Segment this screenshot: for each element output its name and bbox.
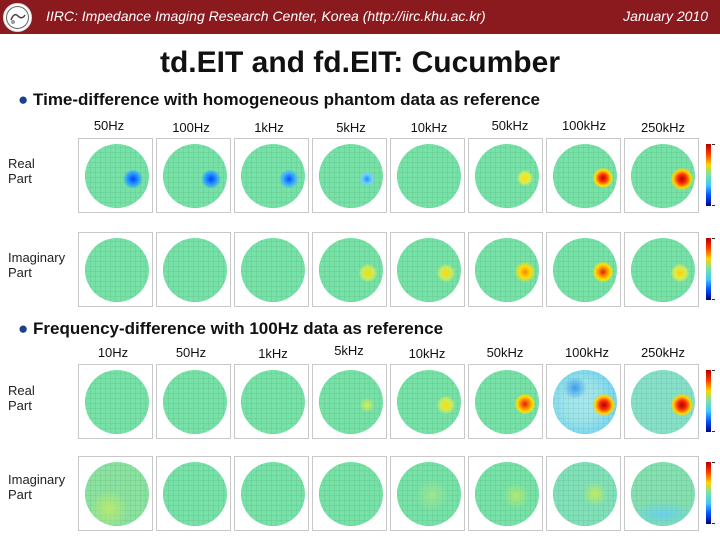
s2-row-label-imaginary: Imaginary Part xyxy=(8,472,66,502)
s1-imag-colorbar xyxy=(706,232,716,307)
s1-imag-image xyxy=(546,232,621,307)
s2-imag-colorbar xyxy=(706,456,716,531)
header-bar: IIRC: Impedance Imaging Research Center,… xyxy=(0,0,720,34)
s2-freq-label: 10Hz xyxy=(97,345,129,360)
bullet-dot-icon: ● xyxy=(18,90,29,109)
s2-imag-image xyxy=(234,456,309,531)
s2-imag-image xyxy=(78,456,153,531)
s2-freq-label: 10kHz xyxy=(408,346,446,361)
s2-real-image xyxy=(156,364,231,439)
iirc-logo-icon xyxy=(3,3,32,32)
s1-real-image xyxy=(78,138,153,213)
s1-real-image xyxy=(468,138,543,213)
s2-freq-label: 250kHz xyxy=(640,345,686,360)
s2-imag-image xyxy=(468,456,543,531)
s1-row-label-imaginary: Imaginary Part xyxy=(8,250,66,280)
s2-imag-image xyxy=(312,456,387,531)
s2-imag-image xyxy=(390,456,465,531)
s1-freq-label: 50kHz xyxy=(491,118,529,133)
s1-real-image xyxy=(156,138,231,213)
section1-heading: ● Time-difference with homogeneous phant… xyxy=(18,90,540,110)
s2-imag-image xyxy=(156,456,231,531)
s2-real-image xyxy=(78,364,153,439)
s1-imag-image xyxy=(234,232,309,307)
s2-real-image xyxy=(468,364,543,439)
s1-freq-label: 10kHz xyxy=(410,120,448,135)
s2-freq-label: 100kHz xyxy=(564,345,610,360)
s1-real-colorbar xyxy=(706,138,716,213)
s2-real-image xyxy=(312,364,387,439)
s1-freq-label: 100kHz xyxy=(561,118,607,133)
s2-freq-label: 50Hz xyxy=(175,345,207,360)
s1-real-image xyxy=(234,138,309,213)
s1-freq-label: 50Hz xyxy=(93,118,125,133)
s1-imag-image xyxy=(78,232,153,307)
s2-freq-label: 5kHz xyxy=(334,343,364,358)
header-date: January 2010 xyxy=(623,8,708,24)
s2-real-colorbar xyxy=(706,364,716,439)
s2-imag-image xyxy=(624,456,699,531)
s1-freq-label: 250kHz xyxy=(640,120,686,135)
s2-freq-label: 50kHz xyxy=(486,345,524,360)
bullet-dot-icon: ● xyxy=(18,319,29,338)
header-org-text: IIRC: Impedance Imaging Research Center,… xyxy=(46,8,486,24)
s2-row-label-real: Real Part xyxy=(8,383,35,413)
section2-heading-text: Frequency-difference with 100Hz data as … xyxy=(33,319,444,338)
s1-imag-image xyxy=(624,232,699,307)
s1-imag-image xyxy=(156,232,231,307)
s1-freq-label: 100Hz xyxy=(172,120,210,135)
section2-heading: ● Frequency-difference with 100Hz data a… xyxy=(18,319,443,339)
s1-real-image xyxy=(312,138,387,213)
s1-real-image xyxy=(546,138,621,213)
s2-real-image xyxy=(234,364,309,439)
s2-freq-label: 1kHz xyxy=(258,346,288,361)
s2-real-image xyxy=(546,364,621,439)
s2-imag-image xyxy=(546,456,621,531)
s1-freq-label: 5kHz xyxy=(336,120,366,135)
slide-title: td.EIT and fd.EIT: Cucumber xyxy=(159,46,560,79)
s2-real-image xyxy=(624,364,699,439)
s1-real-image xyxy=(624,138,699,213)
section1-heading-text: Time-difference with homogeneous phantom… xyxy=(33,90,540,109)
s1-imag-image xyxy=(312,232,387,307)
s1-row-label-real: Real Part xyxy=(8,156,35,186)
s2-real-image xyxy=(390,364,465,439)
s1-imag-image xyxy=(468,232,543,307)
s1-real-image xyxy=(390,138,465,213)
s1-imag-image xyxy=(390,232,465,307)
s1-freq-label: 1kHz xyxy=(254,120,284,135)
